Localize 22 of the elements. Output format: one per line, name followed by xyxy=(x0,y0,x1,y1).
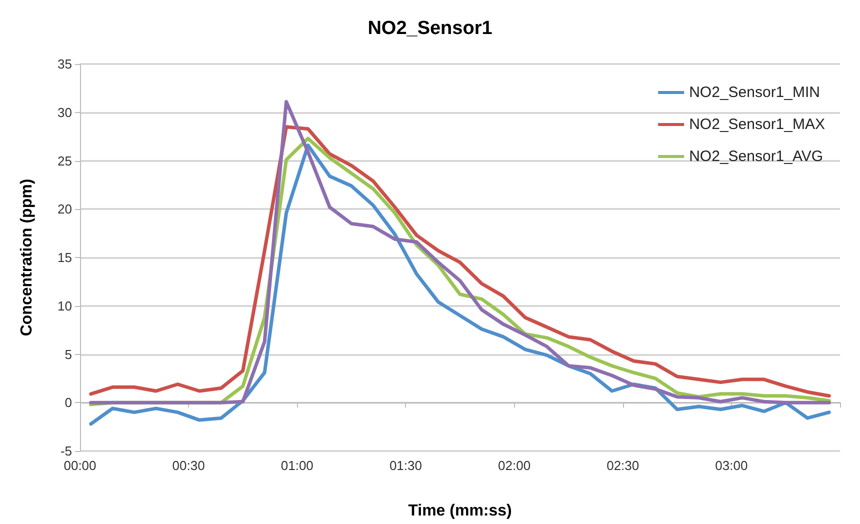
y-tick-label: 25 xyxy=(58,153,72,168)
legend-label: NO2_Sensor1_MAX xyxy=(689,116,826,133)
x-tick-label: 03:00 xyxy=(715,458,748,473)
x-tick-label: 02:00 xyxy=(498,458,531,473)
x-tick-label: 00:00 xyxy=(64,458,96,473)
y-tick-label: -5 xyxy=(60,444,72,458)
y-tick-label: 30 xyxy=(58,104,72,120)
y-tick-label: 35 xyxy=(58,56,72,72)
x-axis-title: Time (mm:ss) xyxy=(408,502,512,520)
y-tick-label: 5 xyxy=(64,346,72,362)
legend-label: NO2_Sensor1_AVG xyxy=(689,148,824,165)
y-tick-label: 0 xyxy=(64,395,72,410)
x-tick-label: 00:30 xyxy=(172,458,205,473)
y-tick-label: 10 xyxy=(58,298,72,314)
y-tick-label: 15 xyxy=(58,250,72,265)
legend-label: NO2_Sensor1_MIN xyxy=(689,84,820,101)
x-tick-label: 01:00 xyxy=(280,458,314,473)
y-axis-title: Concentration (ppm) xyxy=(18,178,36,336)
x-tick-label: 02:30 xyxy=(606,458,640,473)
x-tick-label: 01:30 xyxy=(389,458,422,473)
chart-title: NO2_Sensor1 xyxy=(368,18,493,39)
y-tick-label: 20 xyxy=(58,202,72,217)
